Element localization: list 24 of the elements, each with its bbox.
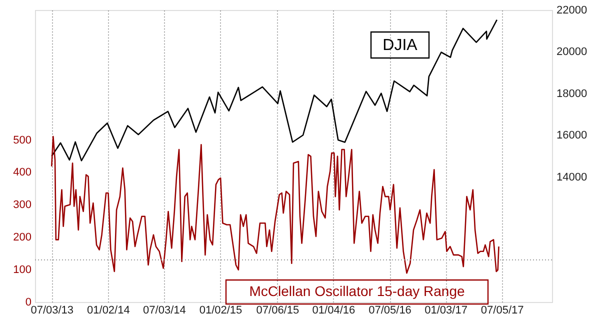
y2-tick-label: 20000 [556, 46, 588, 58]
x-tick-label: 07/06/15 [256, 304, 300, 316]
x-tick-label: 01/02/14 [87, 304, 130, 316]
x-tick-label: 01/03/17 [424, 304, 468, 316]
y-tick-label: 100 [13, 264, 32, 276]
x-tick-label: 07/05/17 [480, 304, 524, 316]
y2-tick-label: 16000 [556, 130, 588, 142]
y-tick-label: 0 [25, 296, 32, 308]
x-tick-label: 07/05/16 [368, 304, 412, 316]
y-tick-label: 400 [13, 166, 32, 179]
series-label: McClellan Oscillator 15-day Range [249, 283, 465, 299]
y-tick-label: 200 [13, 232, 32, 244]
line-series [50, 19, 498, 162]
y-tick-label: 500 [13, 134, 32, 146]
x-tick-label: 01/02/15 [199, 304, 242, 316]
x-tick-label: 07/03/14 [143, 304, 186, 316]
x-tick-label: 01/04/16 [312, 304, 356, 316]
x-tick-label: 07/03/13 [30, 304, 74, 316]
series-label: DJIA [382, 37, 418, 54]
y2-tick-label: 18000 [556, 88, 588, 100]
y2-tick-label: 22000 [556, 4, 588, 16]
line-series [50, 136, 500, 274]
y2-tick-label: 14000 [556, 171, 588, 184]
y-tick-label: 300 [13, 199, 32, 212]
